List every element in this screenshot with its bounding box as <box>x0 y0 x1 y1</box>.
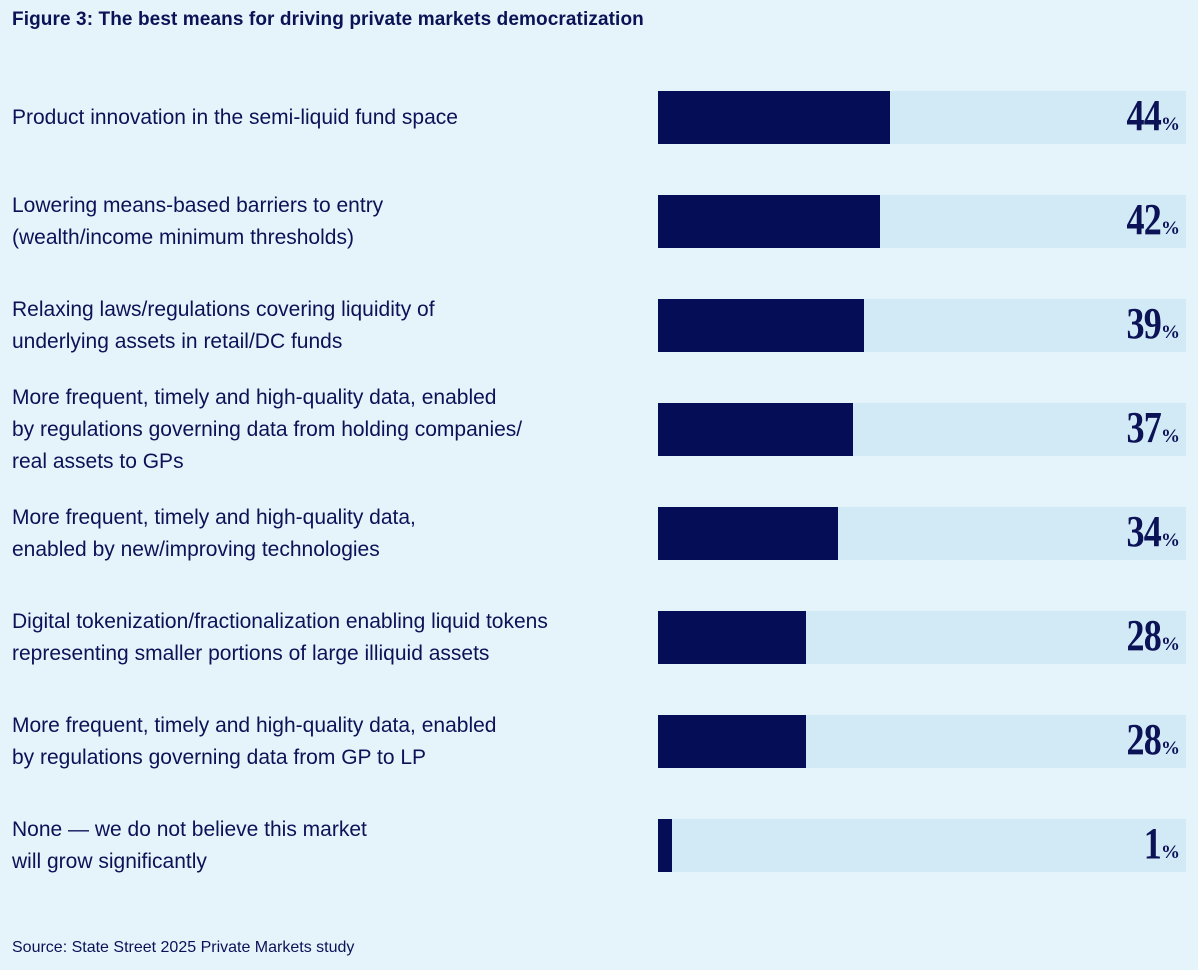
bar-track: 34% <box>658 507 1186 560</box>
data-label-unit: % <box>1161 218 1180 239</box>
bar-row: Lowering means-based barriers to entry (… <box>0 194 1198 249</box>
bar-label: More frequent, timely and high-quality d… <box>12 505 416 561</box>
bar-track: 42% <box>658 195 1186 248</box>
bar <box>658 195 880 248</box>
data-label-unit: % <box>1161 634 1180 655</box>
data-label-value: 34 <box>1126 507 1162 556</box>
data-label: 44% <box>1119 94 1180 138</box>
bar-track: 1% <box>658 819 1186 872</box>
bar-track: 39% <box>658 299 1186 352</box>
bar-label: Lowering means-based barriers to entry (… <box>12 193 384 249</box>
bar-row: More frequent, timely and high-quality d… <box>0 714 1198 769</box>
bar-label: Relaxing laws/regulations covering liqui… <box>12 297 435 353</box>
bar <box>658 819 672 872</box>
bar-label: Product innovation in the semi-liquid fu… <box>12 105 458 129</box>
bar-track: 28% <box>658 715 1186 768</box>
data-label: 42% <box>1119 198 1180 242</box>
bar <box>658 507 838 560</box>
bar-row: Product innovation in the semi-liquid fu… <box>0 91 1198 144</box>
bar-track: 37% <box>658 403 1186 456</box>
data-label: 28% <box>1119 614 1180 658</box>
data-label-value: 1 <box>1143 819 1162 868</box>
bar-track: 28% <box>658 611 1186 664</box>
data-label: 28% <box>1119 718 1180 762</box>
data-label: 1% <box>1140 822 1180 866</box>
data-label-value: 28 <box>1126 715 1162 764</box>
bar <box>658 403 853 456</box>
data-label-unit: % <box>1161 322 1180 343</box>
data-label-unit: % <box>1161 114 1180 135</box>
data-label: 39% <box>1119 302 1180 346</box>
bar-label: None — we do not believe this market wil… <box>12 817 367 873</box>
bar-row: None — we do not believe this market wil… <box>0 818 1198 873</box>
bar-label: Digital tokenization/fractionalization e… <box>12 609 548 665</box>
data-label: 37% <box>1119 406 1180 450</box>
data-label-unit: % <box>1161 426 1180 447</box>
data-label-value: 42 <box>1126 195 1162 244</box>
data-label-unit: % <box>1161 738 1180 759</box>
bar-row: More frequent, timely and high-quality d… <box>0 386 1198 473</box>
data-label: 34% <box>1119 510 1180 554</box>
data-label-value: 37 <box>1126 403 1162 452</box>
data-label-unit: % <box>1161 530 1180 551</box>
bar-row: Digital tokenization/fractionalization e… <box>0 610 1198 665</box>
bar-label: More frequent, timely and high-quality d… <box>12 713 497 769</box>
data-label-value: 44 <box>1126 91 1162 140</box>
bar <box>658 91 890 144</box>
data-label-unit: % <box>1161 842 1180 863</box>
bar <box>658 611 806 664</box>
source-note: Source: State Street 2025 Private Market… <box>12 939 355 956</box>
data-label-value: 28 <box>1126 611 1162 660</box>
bar <box>658 715 806 768</box>
bar-track: 44% <box>658 91 1186 144</box>
data-label-value: 39 <box>1126 299 1162 348</box>
bar <box>658 299 864 352</box>
bar-row: Relaxing laws/regulations covering liqui… <box>0 298 1198 353</box>
chart-title: Figure 3: The best means for driving pri… <box>12 9 644 30</box>
bar-label: More frequent, timely and high-quality d… <box>12 385 523 473</box>
bar-row: More frequent, timely and high-quality d… <box>0 506 1198 561</box>
